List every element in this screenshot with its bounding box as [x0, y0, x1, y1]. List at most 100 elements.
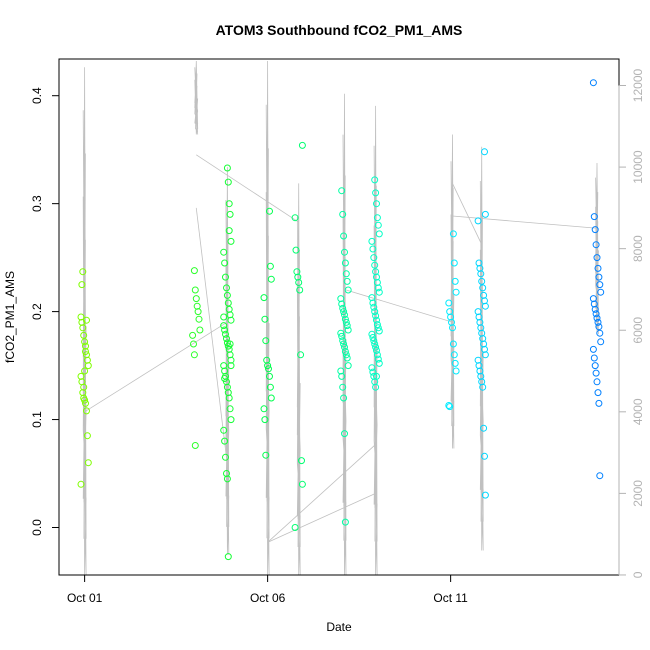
data-point	[224, 299, 232, 307]
data-point	[227, 316, 235, 324]
y2-tick-label: 8000	[631, 235, 645, 262]
data-point	[261, 315, 269, 323]
y2-tick-label: 0	[631, 571, 645, 578]
data-point	[373, 316, 380, 324]
data-point	[84, 362, 92, 370]
data-point	[220, 426, 228, 434]
data-point	[594, 389, 602, 397]
data-point	[591, 305, 599, 313]
data-point	[372, 189, 380, 197]
data-point	[597, 338, 605, 346]
data-point	[77, 480, 85, 488]
data-point	[474, 217, 482, 225]
data-point	[342, 270, 350, 278]
data-point	[82, 348, 89, 355]
data-point	[375, 230, 383, 238]
data-point	[83, 407, 90, 415]
data-point	[450, 351, 458, 359]
data-point	[480, 424, 488, 432]
data-point	[226, 405, 234, 413]
data-point	[222, 453, 229, 461]
data-point	[340, 394, 348, 402]
data-point	[449, 230, 457, 238]
data-point	[368, 237, 376, 245]
data-point	[452, 288, 460, 296]
data-point	[481, 491, 489, 499]
data-point	[266, 207, 273, 215]
data-point	[596, 329, 604, 337]
data-point	[344, 286, 352, 294]
data-point	[343, 277, 351, 285]
y-axis-right: 0 2000 4000 6000 8000 10000 12000	[618, 69, 645, 578]
data-point	[481, 302, 489, 310]
data-point	[341, 348, 349, 355]
data-point	[337, 329, 345, 337]
data-point	[191, 442, 199, 449]
altitude-transit-line	[195, 207, 228, 465]
data-point	[292, 246, 300, 254]
data-point	[227, 416, 235, 424]
data-point	[595, 273, 603, 281]
data-point	[592, 241, 600, 249]
data-point	[369, 245, 377, 253]
data-point	[81, 396, 89, 404]
data-point	[374, 221, 382, 229]
data-point	[451, 277, 459, 285]
data-points	[77, 79, 605, 561]
data-point	[339, 337, 347, 345]
altitude-trace	[479, 146, 484, 551]
data-point	[374, 355, 382, 363]
y-tick-label: 0.3	[30, 195, 44, 212]
y2-tick-label: 4000	[631, 398, 645, 425]
altitude-transit-line	[267, 444, 376, 543]
data-point	[260, 405, 268, 413]
data-point	[266, 372, 273, 380]
data-point	[226, 210, 234, 218]
data-point	[264, 362, 272, 370]
data-point	[291, 214, 299, 222]
data-point	[373, 200, 380, 208]
data-point	[298, 141, 306, 149]
data-point	[369, 368, 377, 376]
data-point	[343, 354, 351, 362]
data-point	[222, 330, 229, 338]
data-point	[375, 327, 383, 335]
altitude-trace	[373, 105, 378, 576]
data-point	[80, 331, 88, 339]
data-point	[372, 343, 380, 351]
x-tick-label: Oct 06	[250, 591, 286, 605]
data-point	[190, 340, 197, 348]
data-point	[369, 334, 377, 341]
data-point	[262, 451, 270, 459]
data-point	[481, 148, 488, 156]
data-point	[224, 342, 232, 350]
data-point	[79, 268, 87, 276]
data-point	[195, 315, 203, 323]
y-tick-label: 0.0	[30, 519, 44, 536]
data-point	[595, 399, 603, 407]
data-point	[225, 200, 233, 208]
data-point	[591, 226, 599, 234]
data-point	[338, 187, 346, 195]
altitude-trace	[296, 183, 301, 576]
data-point	[341, 248, 348, 256]
y-tick-label: 0.1	[30, 411, 44, 428]
data-point	[589, 79, 597, 87]
data-point	[477, 270, 485, 278]
data-point	[221, 259, 229, 267]
x-tick-label: Oct 01	[67, 591, 103, 605]
data-point	[341, 311, 348, 319]
data-point	[589, 345, 597, 353]
data-point	[220, 313, 228, 321]
data-point	[446, 403, 454, 411]
data-point	[481, 351, 489, 359]
data-point	[342, 318, 350, 326]
data-point	[479, 383, 487, 391]
data-point	[370, 303, 378, 311]
data-point	[371, 308, 379, 316]
y-tick-label: 0.4	[30, 87, 44, 104]
data-point	[450, 259, 458, 267]
data-point	[224, 178, 232, 186]
altitude-transit-line	[84, 321, 228, 413]
